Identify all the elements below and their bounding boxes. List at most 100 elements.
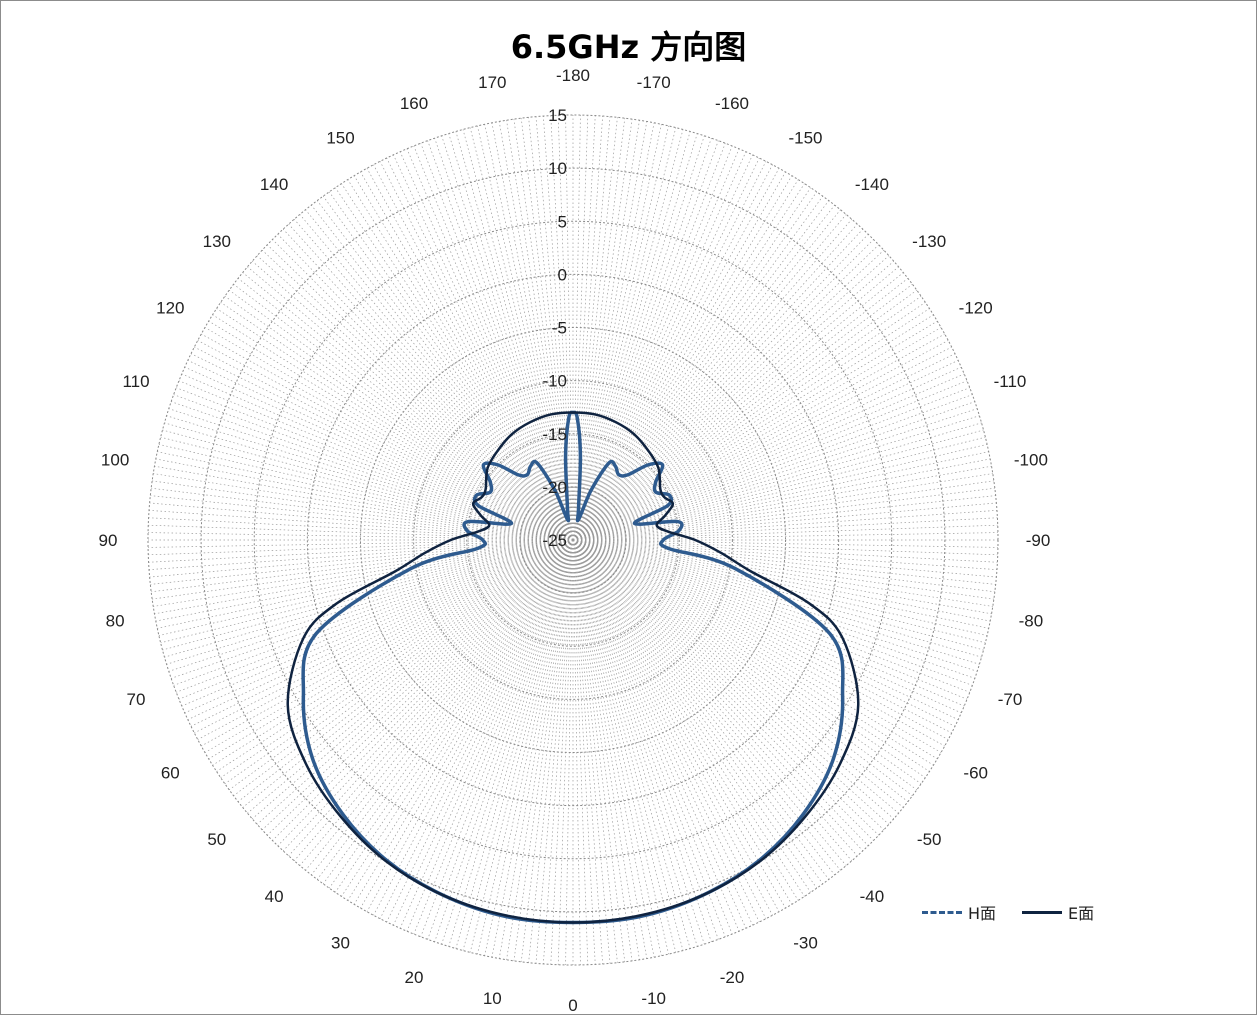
grid-spoke (572, 539, 603, 964)
radial-tick-label: -15 (542, 425, 567, 444)
grid-spoke (247, 266, 574, 541)
grid-spoke (572, 539, 890, 825)
grid-spoke (572, 539, 869, 846)
grid-spoke (572, 422, 982, 541)
grid-spoke (413, 539, 574, 935)
grid-spoke (572, 539, 978, 672)
grid-spoke (491, 539, 574, 958)
grid-spoke (190, 539, 574, 727)
grid-spoke (572, 539, 980, 665)
grid-spoke (520, 539, 574, 962)
angle-tick-label: 80 (106, 612, 125, 631)
grid-spoke (201, 539, 574, 747)
grid-spoke (413, 145, 574, 541)
grid-spoke (572, 539, 973, 686)
grid-spoke (572, 539, 975, 679)
grid-spoke (572, 539, 997, 578)
angle-tick-label: 10 (483, 989, 502, 1008)
grid-spoke (335, 187, 574, 541)
grid-spoke (166, 415, 574, 541)
angle-tick-label: -180 (556, 66, 590, 85)
grid-spoke (572, 539, 626, 962)
angle-tick-label: 150 (326, 128, 354, 147)
grid-ring (253, 220, 893, 860)
grid-spoke (194, 539, 574, 734)
grid-spoke (233, 539, 574, 797)
angle-tick-label: -70 (998, 690, 1023, 709)
angle-tick-label: -60 (963, 764, 988, 783)
grid-spoke (434, 138, 574, 541)
grid-spoke (187, 539, 574, 720)
angle-tick-label: -50 (917, 830, 942, 849)
grid-spoke (572, 249, 885, 541)
grid-spoke (498, 121, 574, 541)
grid-spoke (572, 135, 705, 541)
grid-spoke (513, 119, 574, 541)
grid-spoke (252, 260, 574, 541)
grid-spoke (335, 539, 574, 893)
grid-spoke (572, 340, 949, 541)
grid-spoke (572, 539, 942, 753)
grid-spoke (572, 143, 726, 541)
grid-spoke (399, 539, 574, 929)
grid-spoke (157, 539, 574, 629)
grid-spoke (543, 116, 574, 541)
angle-tick-label: -40 (860, 887, 885, 906)
grid-spoke (399, 151, 574, 541)
angle-tick-label: 20 (405, 968, 424, 987)
angle-tick-label: -120 (959, 299, 993, 318)
grid-spoke (252, 539, 574, 820)
grid-spoke (322, 195, 574, 541)
series-layer (286, 410, 860, 925)
grid-spoke (328, 539, 574, 889)
angle-tick-label: -80 (1019, 612, 1044, 631)
grid-spoke (148, 539, 574, 548)
grid-spoke (572, 539, 719, 940)
angle-tick-label: 140 (260, 175, 288, 194)
grid-spoke (572, 539, 986, 644)
grid-spoke (572, 183, 805, 541)
series-line-h (301, 410, 845, 925)
angle-tick-label: 100 (101, 450, 129, 469)
grid-spoke (572, 539, 698, 947)
grid-spoke (572, 539, 799, 901)
grid-spoke (420, 539, 574, 937)
radial-tick-label: -20 (542, 478, 567, 497)
grid-spoke (572, 539, 879, 836)
grid-spoke (572, 239, 874, 541)
grid-spoke (572, 539, 995, 593)
grid-spoke (572, 539, 705, 945)
grid-spoke (572, 118, 626, 541)
grid-spoke (572, 333, 945, 541)
grid-spoke (572, 539, 691, 949)
grid-spoke (572, 539, 726, 937)
grid-spoke (572, 539, 618, 963)
grid-spoke (572, 451, 989, 541)
grid-spoke (572, 539, 818, 889)
grid-spoke (347, 179, 574, 541)
grid-spoke (513, 539, 574, 961)
grid-spoke (157, 451, 574, 541)
grid-spoke (393, 539, 574, 926)
grid-spoke (149, 510, 574, 541)
grid-spoke (158, 444, 574, 541)
grid-spoke (386, 539, 574, 923)
grid-spoke (572, 539, 633, 961)
grid-spoke (261, 249, 574, 541)
grid-spoke (272, 239, 574, 541)
grid-ring (306, 273, 840, 807)
grid-spoke (572, 191, 818, 541)
grid-ring (360, 327, 786, 753)
grid-spoke (572, 539, 885, 831)
grid-spoke (572, 116, 611, 541)
grid-spoke (572, 195, 824, 541)
angle-tick-label: 90 (99, 531, 118, 550)
grid-spoke (572, 436, 986, 541)
grid-spoke (572, 187, 811, 541)
grid-spoke (204, 327, 574, 541)
angle-tick-label: -90 (1026, 531, 1051, 550)
angle-tick-label: 160 (400, 94, 428, 113)
grid-spoke (572, 539, 780, 912)
angle-tick-label: 50 (207, 830, 226, 849)
